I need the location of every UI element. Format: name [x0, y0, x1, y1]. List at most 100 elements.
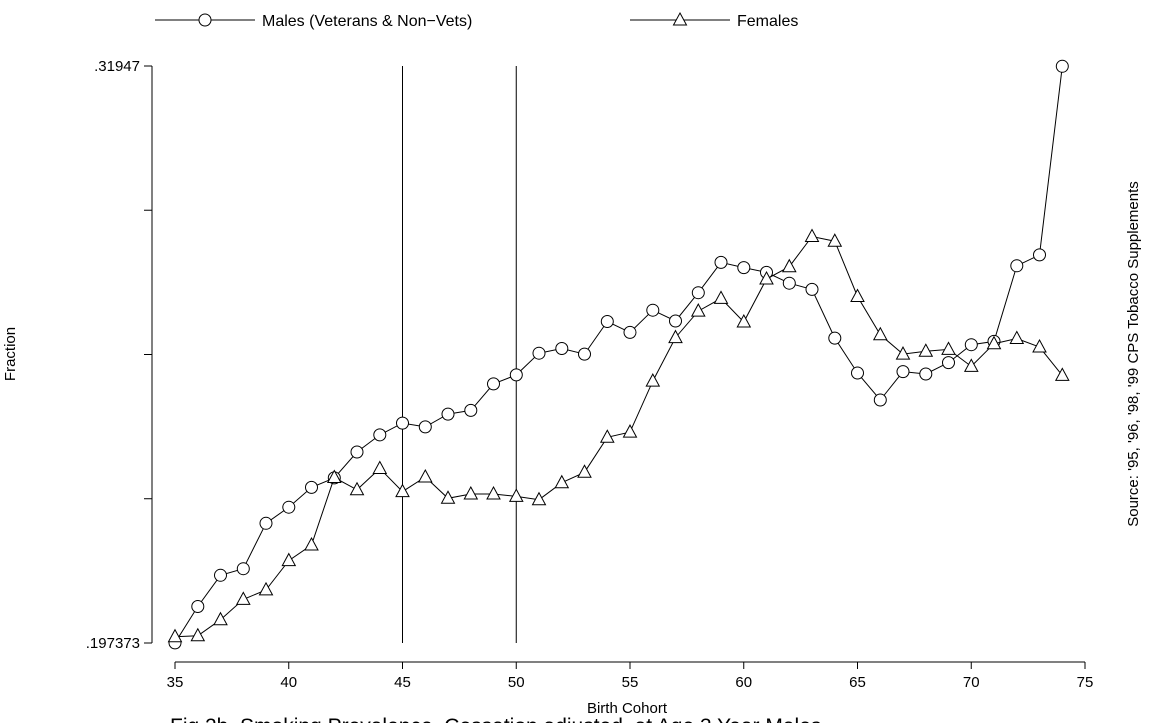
data-point-triangle — [668, 329, 683, 344]
data-point-triangle — [440, 490, 456, 504]
data-point-triangle — [395, 483, 410, 498]
data-point-triangle — [554, 474, 570, 489]
data-point-triangle — [690, 303, 706, 317]
data-point-triangle — [213, 611, 228, 626]
data-point-circle — [509, 368, 523, 382]
legend-label-males: Males (Veterans & Non−Vets) — [262, 13, 472, 30]
data-point-circle — [805, 282, 819, 296]
series-females — [167, 228, 1070, 643]
x-tick-label: 65 — [849, 674, 866, 691]
data-point-triangle — [486, 485, 501, 500]
data-point-triangle — [599, 429, 615, 443]
legend: Males (Veterans & Non−Vets) Females — [155, 11, 798, 30]
data-point-circle — [305, 480, 318, 494]
x-tick-label: 40 — [280, 674, 297, 691]
data-point-triangle — [190, 627, 206, 642]
data-point-triangle — [508, 488, 524, 502]
data-point-circle — [782, 276, 796, 290]
data-point-circle — [919, 367, 933, 381]
data-point-triangle — [372, 460, 388, 474]
data-point-circle — [600, 315, 614, 328]
data-point-triangle — [281, 552, 297, 567]
legend-label-females: Females — [737, 13, 798, 30]
data-point-circle — [942, 356, 955, 370]
data-point-triangle — [463, 485, 479, 500]
x-tick-label: 35 — [167, 674, 184, 691]
data-point-circle — [669, 314, 682, 328]
data-point-circle — [282, 500, 296, 514]
series-line — [174, 66, 1063, 644]
data-point-triangle — [167, 628, 183, 643]
data-point-circle — [441, 407, 455, 421]
data-point-triangle — [713, 290, 729, 304]
y-tick-label: .197373 — [86, 635, 140, 652]
data-point-circle — [487, 377, 500, 391]
series-line — [174, 235, 1063, 638]
data-point-circle — [1033, 248, 1046, 262]
data-series — [167, 59, 1070, 650]
data-point-circle — [214, 568, 227, 582]
data-point-circle — [236, 562, 250, 576]
data-point-triangle — [736, 313, 752, 328]
data-point-triangle — [304, 536, 319, 551]
data-point-triangle — [986, 335, 1002, 350]
data-point-triangle — [850, 288, 865, 302]
x-tick-label: 70 — [963, 674, 980, 691]
y-tick-label: .31947 — [94, 58, 140, 75]
data-point-triangle — [349, 481, 365, 496]
data-point-circle — [737, 261, 751, 275]
x-tick-label: 55 — [622, 674, 639, 691]
data-point-triangle — [963, 358, 979, 372]
data-point-circle — [828, 331, 842, 345]
data-point-triangle — [759, 270, 774, 285]
series-males — [168, 59, 1069, 650]
source-note: Source: '95, '96, '98, '99 CPS Tobacco S… — [1125, 181, 1142, 527]
reference-lines — [402, 66, 517, 643]
data-point-circle — [532, 346, 546, 360]
data-point-circle — [623, 325, 637, 339]
data-point-triangle — [1009, 330, 1025, 344]
data-point-circle — [373, 428, 387, 442]
data-point-triangle — [918, 343, 934, 357]
data-point-circle — [714, 255, 728, 269]
data-point-triangle — [258, 581, 274, 596]
data-point-circle — [851, 366, 864, 380]
data-point-triangle — [781, 258, 797, 273]
data-point-triangle — [872, 326, 888, 341]
data-point-triangle — [804, 228, 820, 242]
data-point-triangle — [577, 464, 592, 478]
data-point-circle — [350, 445, 364, 459]
data-point-circle — [691, 286, 705, 300]
data-point-triangle — [417, 468, 433, 483]
data-point-triangle — [941, 341, 956, 355]
x-tick-label: 50 — [508, 674, 525, 691]
data-point-triangle — [1032, 338, 1047, 353]
legend-item-females: Females — [630, 11, 798, 30]
data-point-triangle — [645, 373, 661, 387]
data-point-circle — [578, 347, 591, 361]
y-axis-title: Fraction — [2, 327, 19, 381]
data-point-triangle — [827, 233, 843, 247]
data-point-triangle — [622, 424, 638, 438]
data-point-triangle — [895, 346, 911, 360]
data-point-triangle — [1054, 367, 1070, 381]
axes: 35 40 45 50 55 60 65 70 75 .197373 .31947 — [86, 58, 1094, 691]
data-point-circle — [259, 516, 273, 530]
data-point-circle — [464, 403, 478, 417]
x-tick-label: 45 — [394, 674, 411, 691]
data-point-circle — [964, 338, 978, 352]
figure-caption: Fig 2b. Smoking Prevalence, Cessation ad… — [170, 715, 821, 723]
legend-item-males: Males (Veterans & Non−Vets) — [155, 13, 472, 30]
data-point-triangle — [235, 591, 251, 605]
legend-marker-circle — [198, 13, 212, 27]
data-point-triangle — [531, 491, 547, 506]
data-point-circle — [191, 600, 205, 613]
data-point-circle — [555, 342, 569, 355]
data-point-circle — [418, 420, 432, 434]
x-axis-title: Birth Cohort — [587, 700, 668, 717]
legend-marker-triangle — [672, 11, 688, 26]
data-point-circle — [396, 416, 409, 430]
data-point-circle — [896, 365, 910, 379]
data-point-circle — [873, 393, 887, 407]
